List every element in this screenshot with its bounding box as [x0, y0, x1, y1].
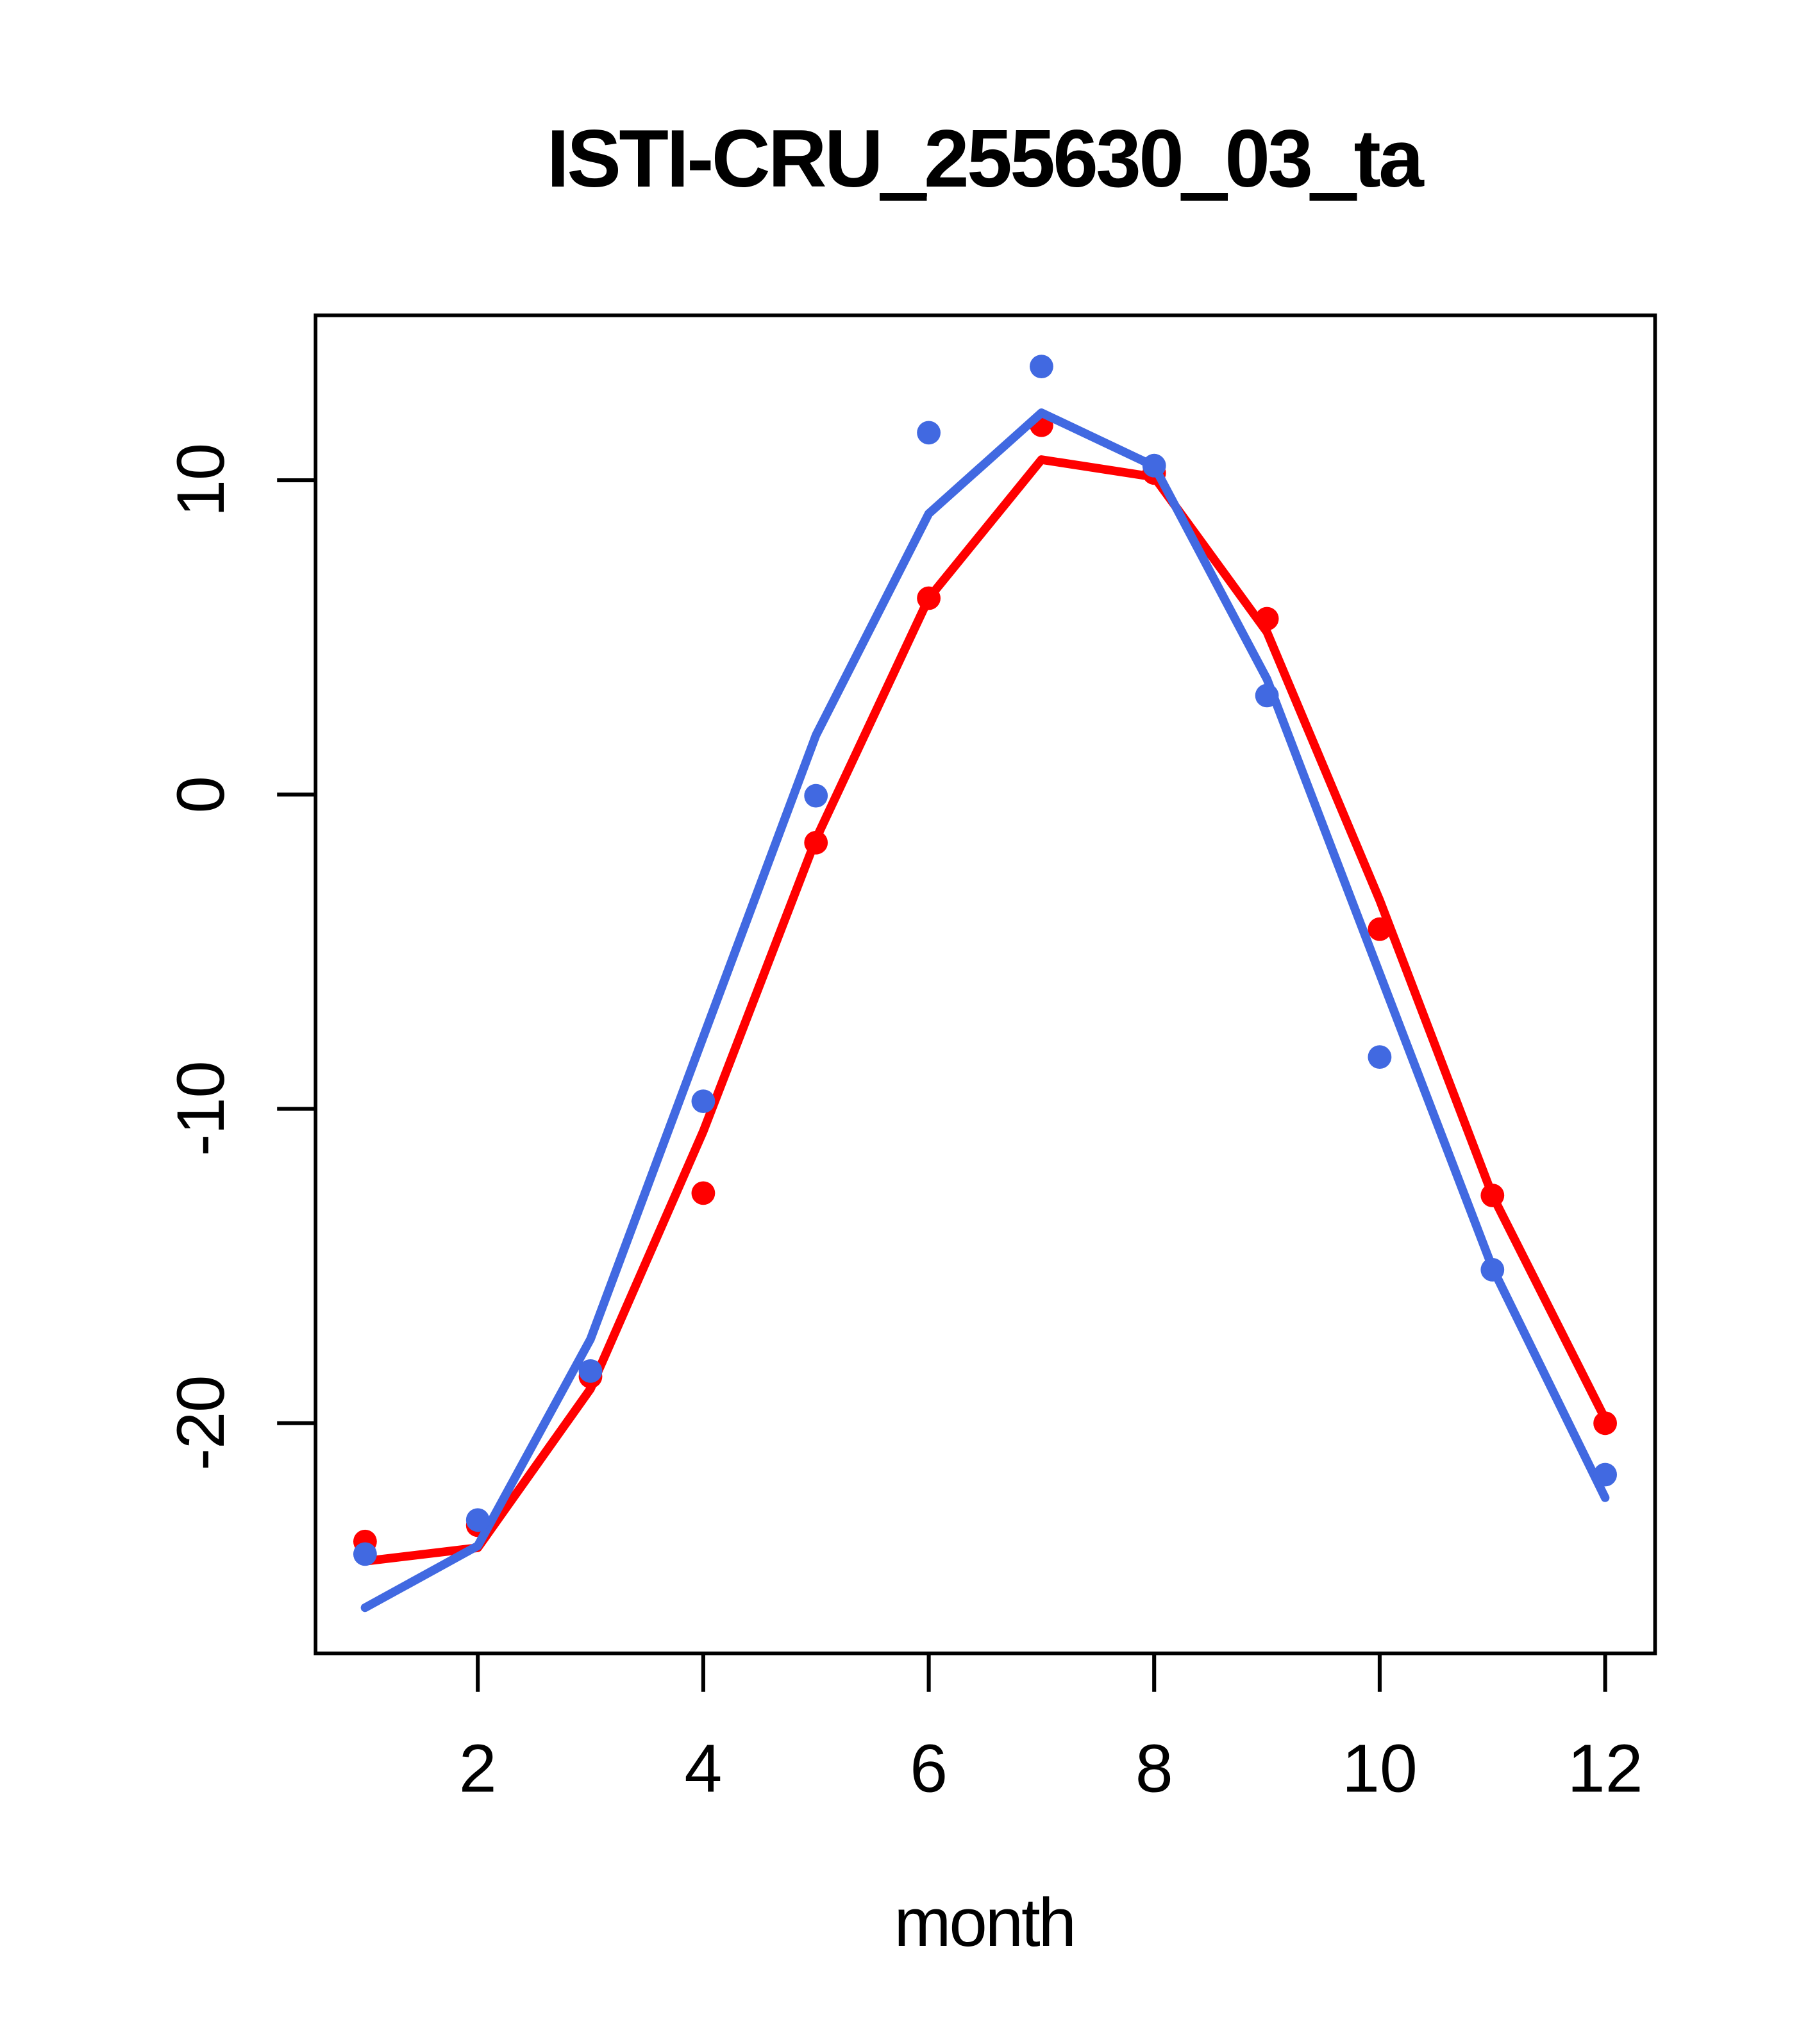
svg-text:ISTI-CRU_255630_03_ta: ISTI-CRU_255630_03_ta [547, 113, 1425, 204]
svg-text:2: 2 [459, 1731, 497, 1807]
svg-text:6: 6 [910, 1731, 948, 1807]
svg-text:10: 10 [163, 444, 239, 517]
svg-text:-10: -10 [163, 1062, 239, 1157]
svg-text:-20: -20 [163, 1376, 239, 1471]
svg-text:8: 8 [1135, 1731, 1173, 1807]
svg-text:12: 12 [1568, 1731, 1643, 1807]
svg-text:10: 10 [1342, 1731, 1418, 1807]
svg-text:4: 4 [684, 1731, 722, 1807]
svg-text:0: 0 [163, 776, 239, 813]
svg-text:month: month [894, 1884, 1074, 1961]
